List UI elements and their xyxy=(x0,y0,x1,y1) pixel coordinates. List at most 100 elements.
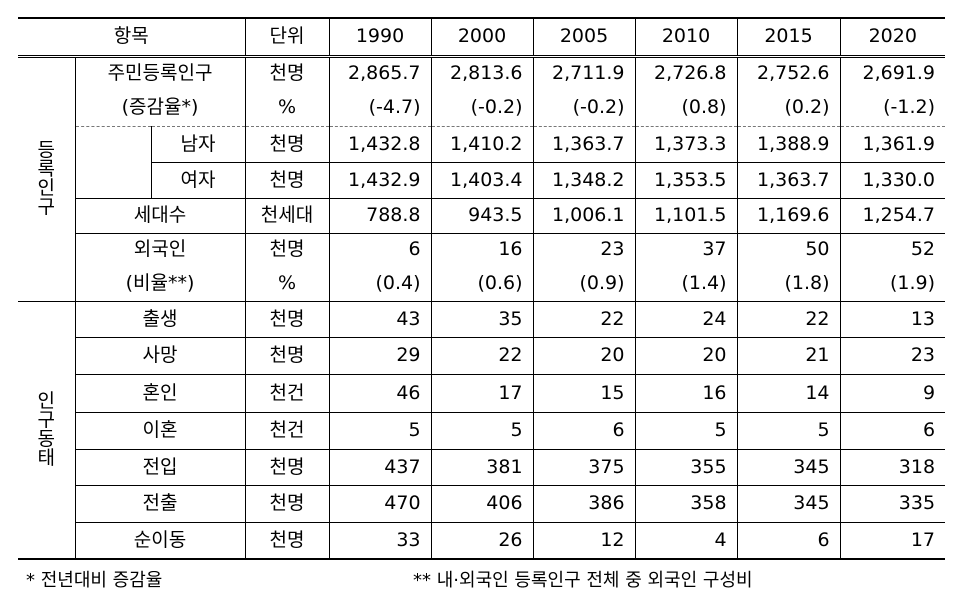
cell: 16 xyxy=(431,232,534,266)
cell: 1,373.3 xyxy=(635,125,738,162)
header-item: 항목 xyxy=(18,17,246,58)
row-label: 이혼 xyxy=(75,411,246,449)
cell: 1,353.5 xyxy=(635,161,738,198)
cell: (0.8) xyxy=(635,89,738,126)
cell: 2,813.6 xyxy=(431,56,534,89)
cell: 345 xyxy=(737,484,841,522)
row-label: 출생 xyxy=(75,301,246,337)
cell: 1,330.0 xyxy=(840,161,946,198)
cell: 358 xyxy=(635,484,738,522)
cell: (-0.2) xyxy=(533,89,636,126)
cell: 23 xyxy=(840,336,946,374)
row-unit: 천명 xyxy=(245,336,330,374)
table-row: 사망 천명 29 22 20 20 21 23 xyxy=(18,336,946,374)
header-year: 2010 xyxy=(635,17,738,58)
cell: 9 xyxy=(840,373,946,412)
row-unit: 천건 xyxy=(245,411,330,449)
cell: 1,006.1 xyxy=(533,197,636,233)
cell: 17 xyxy=(840,521,946,560)
cell: 2,711.9 xyxy=(533,56,636,89)
footnote-foreigner-ratio: ** 내·외국인 등록인구 전체 중 외국인 구성비 xyxy=(413,570,753,591)
cell: 1,432.8 xyxy=(329,125,432,162)
cell: 5 xyxy=(635,411,738,449)
table-row: (비율**) % (0.4) (0.6) (0.9) (1.4) (1.8) (… xyxy=(18,266,946,302)
table-row: (증감율*) % (-4.7) (-0.2) (-0.2) (0.8) (0.2… xyxy=(18,89,945,126)
cell: 437 xyxy=(329,448,432,485)
cell: (1.9) xyxy=(840,266,946,302)
category-population-dynamics: 인 구 동 태 xyxy=(18,301,76,560)
cell: (-1.2) xyxy=(883,95,936,118)
table-row: 혼인 천건 46 17 15 16 14 9 xyxy=(18,373,946,412)
cell: (0.6) xyxy=(431,266,534,302)
cell: 37 xyxy=(635,232,738,266)
cell: 375 xyxy=(533,448,636,485)
cell: 15 xyxy=(533,373,636,412)
row-label: 남자 xyxy=(151,125,246,162)
cell: 2,865.7 xyxy=(329,56,432,89)
cell: 1,101.5 xyxy=(635,197,738,233)
cell: 4 xyxy=(635,521,738,560)
footnote-change-rate: * 전년대비 증감율 xyxy=(26,570,163,591)
cell: (0.4) xyxy=(329,266,432,302)
cell: 33 xyxy=(329,521,432,560)
subgroup-indent xyxy=(75,125,152,198)
table-row: 등 록 인 구 주민등록인구 천명 2,865.7 2,813.6 2,711.… xyxy=(18,56,945,302)
row-unit: 천명 xyxy=(245,161,330,198)
cell: 22 xyxy=(737,301,841,337)
table-row: 인 구 동 태 출생 천명 43 35 22 24 22 13 xyxy=(18,301,945,560)
row-label: 세대수 xyxy=(75,197,246,233)
cell: 6 xyxy=(840,411,946,449)
cell: 35 xyxy=(431,301,534,337)
cell: 406 xyxy=(431,484,534,522)
cell: 318 xyxy=(840,448,946,485)
cell: 1,254.7 xyxy=(840,197,946,233)
cell: 6 xyxy=(329,232,432,266)
cell: (-0.2) xyxy=(431,89,534,126)
table-row: 이혼 천건 5 5 6 5 5 6 xyxy=(18,411,946,449)
row-label: 전입 xyxy=(75,448,246,485)
row-unit: 천명 xyxy=(245,484,330,522)
cell: 1,361.9 xyxy=(840,125,946,162)
cell: 22 xyxy=(431,336,534,374)
cell: 470 xyxy=(329,484,432,522)
cell: 381 xyxy=(431,448,534,485)
cell: 12 xyxy=(533,521,636,560)
row-label: (비율**) xyxy=(75,266,246,302)
population-statistics-table: 항목 단위 1990 2000 2005 2010 2015 2020 등 록 … xyxy=(18,17,946,560)
table-row: 외국인 천명 6 16 23 37 50 52 xyxy=(18,232,946,266)
row-unit: 천명 xyxy=(245,125,330,162)
cell: 22 xyxy=(533,301,636,337)
cell: 29 xyxy=(329,336,432,374)
cell: 6 xyxy=(533,411,636,449)
cell: 5 xyxy=(431,411,534,449)
row-unit: 천세대 xyxy=(245,197,330,233)
row-label: 외국인 xyxy=(75,232,246,266)
cell: 335 xyxy=(840,484,946,522)
cell: (-4.7) xyxy=(329,89,432,126)
cell: 1,363.7 xyxy=(533,125,636,162)
header-year: 2015 xyxy=(737,17,841,58)
row-label: 전출 xyxy=(75,484,246,522)
cell: (1.4) xyxy=(635,266,738,302)
cell: 16 xyxy=(635,373,738,412)
row-unit: 천명 xyxy=(245,301,330,337)
cell: 355 xyxy=(635,448,738,485)
cell: 2,752.6 xyxy=(737,56,841,89)
row-label: 주민등록인구 xyxy=(75,56,246,89)
cell: 1,348.2 xyxy=(533,161,636,198)
cell: 5 xyxy=(737,411,841,449)
cell: 345 xyxy=(737,448,841,485)
table-row: 남자 천명 1,432.8 1,410.2 1,363.7 1,373.3 1,… xyxy=(18,125,946,198)
cell: 46 xyxy=(329,373,432,412)
header-year: 2020 xyxy=(840,17,946,58)
row-unit: 천명 xyxy=(245,56,330,89)
cell: 788.8 xyxy=(329,197,432,233)
cell: 21 xyxy=(737,336,841,374)
cell: 50 xyxy=(737,232,841,266)
header-year: 2005 xyxy=(533,17,636,58)
cell: 1,388.9 xyxy=(737,125,841,162)
row-label: (증감율*) xyxy=(75,89,246,126)
row-unit: 천명 xyxy=(245,232,330,266)
row-label: 혼인 xyxy=(75,373,246,412)
header-year: 2000 xyxy=(431,17,534,58)
